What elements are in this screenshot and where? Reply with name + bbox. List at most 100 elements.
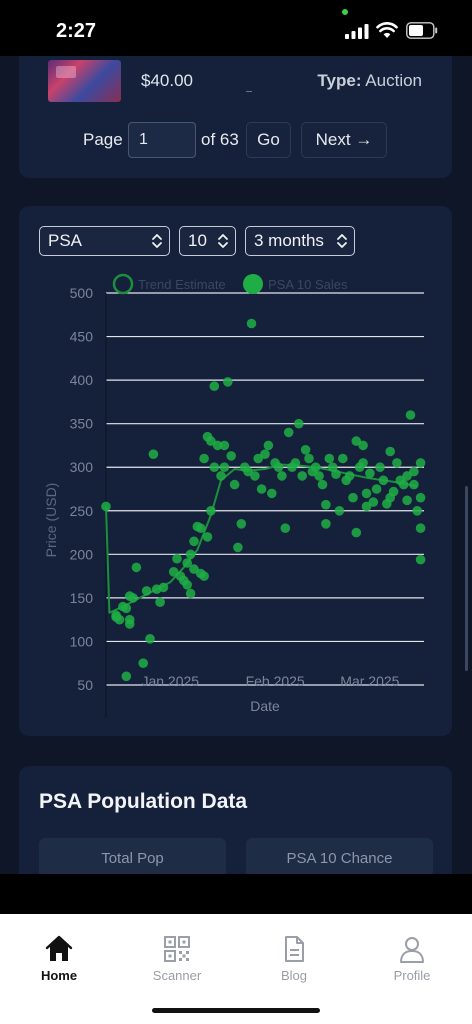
tab-profile[interactable]: Profile — [362, 934, 462, 984]
grader-select-value: PSA — [48, 231, 83, 250]
sale-point[interactable] — [385, 446, 396, 457]
sale-point[interactable] — [412, 506, 423, 516]
sale-point[interactable] — [378, 475, 389, 486]
sale-point[interactable] — [212, 440, 223, 451]
sale-point[interactable] — [209, 381, 220, 391]
sale-point[interactable] — [375, 462, 385, 472]
sale-point[interactable] — [348, 492, 358, 503]
next-page-button[interactable]: Next → — [301, 122, 387, 158]
sale-point[interactable] — [101, 501, 111, 512]
sale-point[interactable] — [206, 506, 216, 516]
sale-point[interactable] — [365, 468, 375, 479]
sale-point[interactable] — [415, 554, 426, 565]
sale-point[interactable] — [344, 471, 355, 481]
sale-point[interactable] — [321, 519, 331, 529]
tab-scanner[interactable]: Scanner — [127, 934, 227, 984]
sale-point[interactable] — [415, 458, 426, 468]
sale-point[interactable] — [267, 488, 277, 499]
sale-point[interactable] — [317, 479, 328, 490]
sale-point[interactable] — [209, 462, 220, 472]
sale-point[interactable] — [338, 453, 348, 464]
tab-home[interactable]: Home — [9, 934, 109, 984]
legend-item-trend[interactable]: Trend Estimate — [112, 273, 226, 295]
sale-point[interactable] — [368, 497, 379, 507]
sale-point[interactable] — [148, 449, 159, 459]
sale-point[interactable] — [246, 318, 257, 329]
sale-point[interactable] — [182, 558, 192, 568]
sale-point[interactable] — [304, 453, 314, 464]
card-thumbnail-image[interactable] — [48, 60, 121, 102]
sale-point[interactable] — [415, 523, 426, 533]
sale-point[interactable] — [277, 471, 287, 481]
sale-point[interactable] — [415, 492, 426, 503]
sale-point[interactable] — [398, 479, 409, 490]
time-range-select[interactable]: 3 months — [245, 226, 355, 256]
sale-point[interactable] — [334, 506, 345, 516]
sale-point[interactable] — [138, 658, 148, 668]
sale-point[interactable] — [128, 593, 138, 603]
sale-point[interactable] — [290, 458, 301, 468]
sale-point[interactable] — [121, 671, 132, 682]
sale-point[interactable] — [392, 458, 402, 468]
sale-point[interactable] — [256, 484, 267, 494]
sale-point[interactable] — [263, 440, 274, 451]
sale-point[interactable] — [172, 553, 182, 564]
sale-point[interactable] — [185, 549, 196, 560]
sale-point[interactable] — [250, 471, 260, 481]
bottom-tab-bar: Home Scanner Blog Pro — [0, 914, 472, 1024]
sale-point[interactable] — [388, 486, 399, 497]
sale-point[interactable] — [226, 451, 236, 461]
sale-point[interactable] — [273, 462, 284, 472]
legend-item-sales[interactable]: PSA 10 Sales — [243, 274, 348, 294]
sale-point[interactable] — [402, 495, 412, 506]
sale-point[interactable] — [189, 536, 199, 547]
sale-point[interactable] — [260, 449, 270, 459]
sale-point[interactable] — [371, 484, 382, 494]
sale-point[interactable] — [361, 488, 372, 499]
sale-point[interactable] — [314, 471, 324, 481]
sale-point[interactable] — [182, 580, 192, 590]
page-number-input[interactable] — [128, 122, 196, 158]
sale-point[interactable] — [114, 614, 125, 625]
sale-point[interactable] — [351, 527, 362, 538]
sale-point[interactable] — [358, 458, 368, 468]
sale-point[interactable] — [145, 634, 155, 644]
sale-point[interactable] — [236, 519, 247, 529]
sale-point[interactable] — [202, 532, 213, 542]
sale-point[interactable] — [199, 571, 209, 581]
sale-point[interactable] — [219, 462, 230, 472]
sale-point[interactable] — [294, 418, 304, 429]
grader-select[interactable]: PSA — [39, 226, 170, 256]
sale-point[interactable] — [229, 479, 240, 490]
sale-point[interactable] — [280, 523, 291, 533]
sale-point[interactable] — [141, 586, 152, 596]
grade-select[interactable]: 10 — [179, 226, 236, 256]
sale-point[interactable] — [324, 453, 335, 464]
sale-point[interactable] — [195, 523, 206, 533]
sale-point[interactable] — [158, 582, 169, 593]
sale-point[interactable] — [321, 499, 331, 510]
sale-point[interactable] — [358, 440, 368, 451]
tab-blog[interactable]: Blog — [244, 934, 344, 984]
scrollbar[interactable] — [465, 486, 468, 671]
sale-point[interactable] — [300, 445, 311, 455]
sale-point[interactable] — [409, 479, 419, 490]
sale-point[interactable] — [297, 471, 308, 481]
y-tick-label: 150 — [70, 590, 94, 606]
sale-point[interactable] — [283, 427, 294, 438]
sale-point[interactable] — [199, 453, 209, 464]
sale-point[interactable] — [155, 597, 165, 607]
sale-point[interactable] — [216, 471, 226, 481]
sale-point[interactable] — [409, 466, 419, 477]
sale-point[interactable] — [331, 469, 341, 479]
sale-point[interactable] — [405, 410, 416, 420]
sale-point[interactable] — [233, 542, 243, 553]
sale-point[interactable] — [131, 562, 142, 573]
sale-point[interactable] — [121, 603, 132, 614]
go-button[interactable]: Go — [246, 122, 291, 158]
sale-point[interactable] — [310, 462, 321, 472]
sale-point[interactable] — [124, 619, 135, 629]
sale-point[interactable] — [223, 377, 233, 387]
sale-point[interactable] — [219, 440, 230, 451]
sale-point[interactable] — [185, 588, 196, 599]
